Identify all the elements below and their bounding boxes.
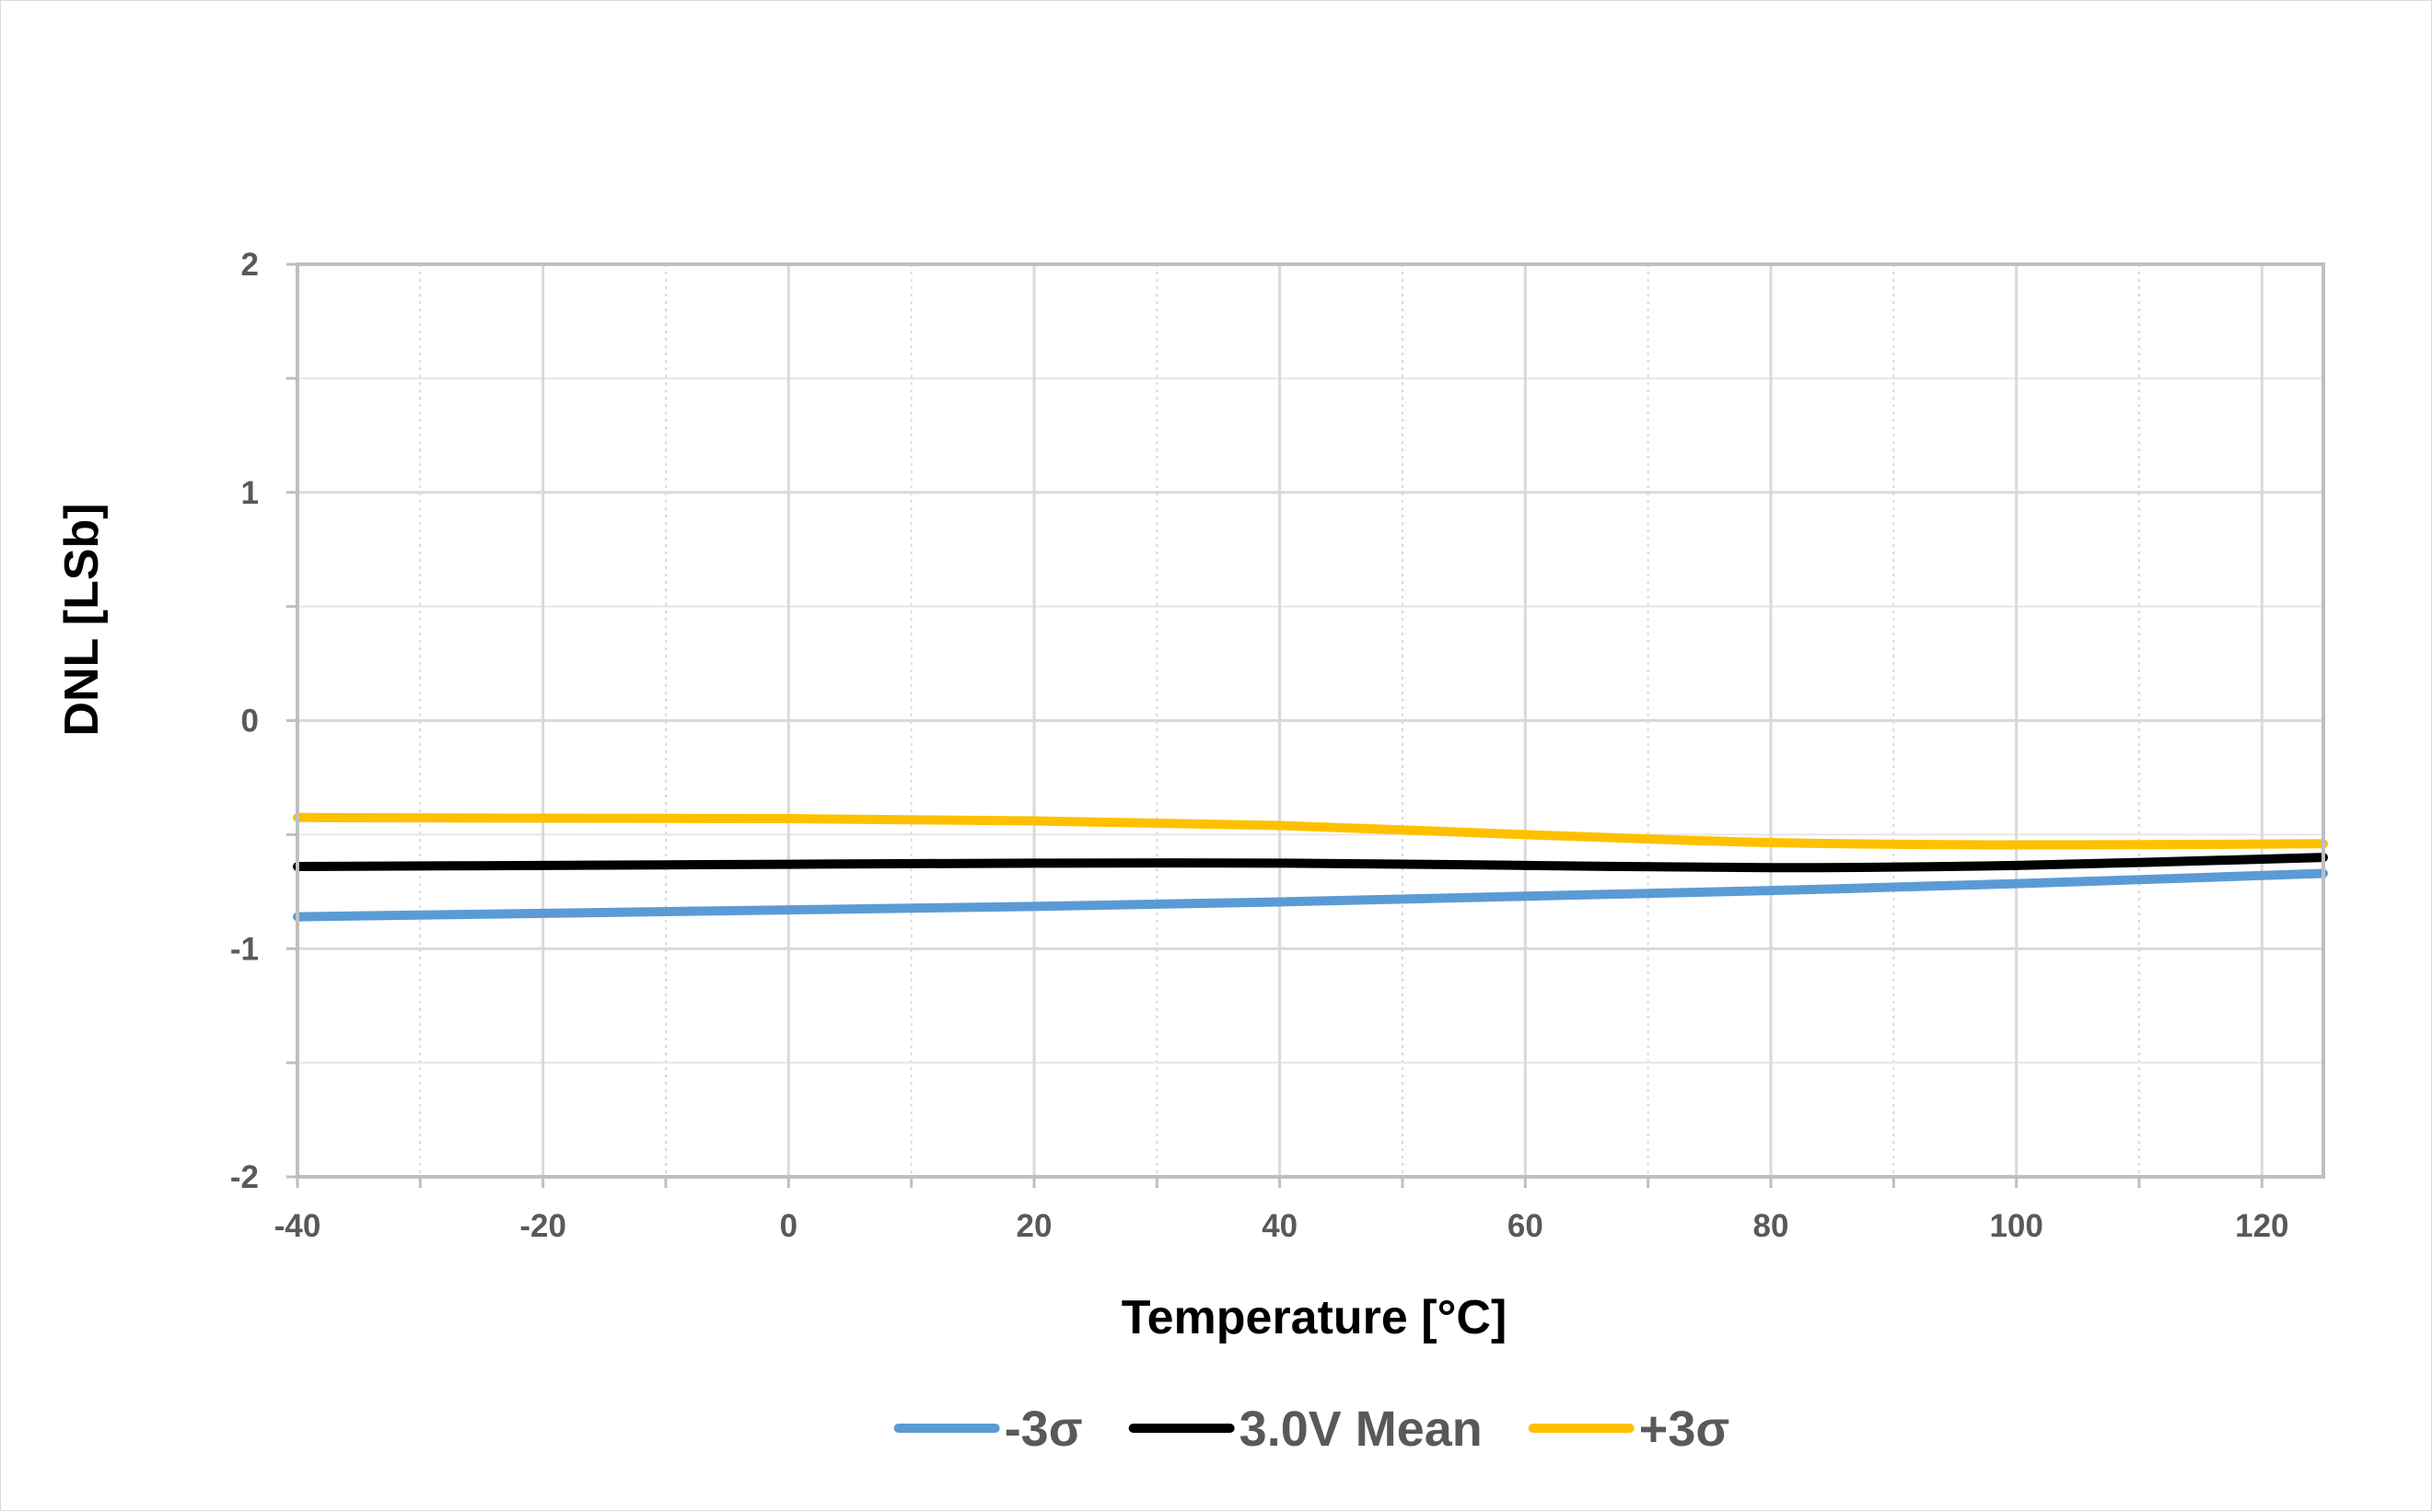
- x-tick-label: 60: [1507, 1208, 1543, 1244]
- y-axis-title: DNL [LSb]: [55, 503, 109, 736]
- grid: [296, 262, 2323, 1179]
- legend-label-2: 3.0V Mean: [1239, 1402, 1483, 1457]
- y-tick-label: 1: [241, 475, 259, 511]
- x-tick-label: 80: [1753, 1208, 1789, 1244]
- series-line-1: [293, 868, 2328, 922]
- x-tick-label: 0: [780, 1208, 797, 1244]
- series-line-3: [293, 812, 2328, 850]
- y-tick-label: -2: [230, 1159, 259, 1195]
- x-tick-label: 40: [1262, 1208, 1297, 1244]
- x-tick-label: -40: [274, 1208, 321, 1244]
- y-tick-label: 2: [241, 247, 259, 283]
- x-axis-title: Temperature [°C]: [1122, 1291, 1507, 1344]
- y-tick-label: -1: [230, 931, 259, 967]
- x-axis-ticks: -40 -20 0 20 40 60 80 100 120: [274, 1177, 2289, 1244]
- series-line-2: [293, 853, 2328, 873]
- legend-label-1: -3σ: [1005, 1402, 1083, 1457]
- series-lines: [293, 812, 2328, 922]
- x-tick-label: 20: [1017, 1208, 1053, 1244]
- x-tick-label: 120: [2235, 1208, 2288, 1244]
- y-axis-ticks: -2 -1 0 1 2: [230, 247, 297, 1195]
- x-tick-label: 100: [1989, 1208, 2042, 1244]
- x-tick-label: -20: [519, 1208, 566, 1244]
- y-tick-label: 0: [241, 704, 259, 739]
- legend: -3σ 3.0V Mean +3σ: [893, 1402, 1730, 1457]
- legend-label-3: +3σ: [1639, 1402, 1730, 1457]
